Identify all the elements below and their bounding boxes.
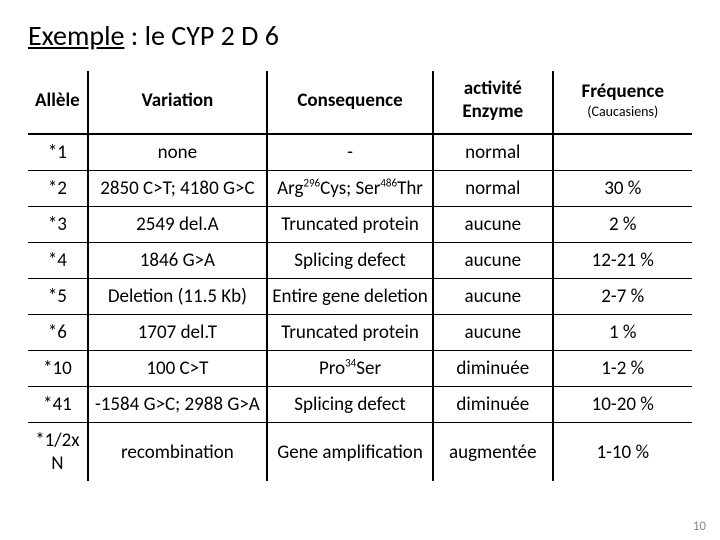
variation-cell: Deletion (11.5 Kb) <box>88 279 267 315</box>
activity-cell: aucune <box>433 243 553 279</box>
slide-title: Exemple : le CYP 2 D 6 <box>28 18 692 53</box>
table-row: *10100 C>TPro34Serdiminuée1-2 % <box>28 351 692 387</box>
activity-cell: normal <box>433 171 553 207</box>
variation-cell: 1707 del.T <box>88 315 267 351</box>
consequence-cell: Splicing defect <box>267 243 433 279</box>
frequency-cell: 1-2 % <box>553 351 692 387</box>
consequence-cell: Pro34Ser <box>267 351 433 387</box>
allele-cell: *1 <box>28 134 88 171</box>
allele-cell: *2 <box>28 171 88 207</box>
page-number: 10 <box>693 519 706 534</box>
activity-cell: aucune <box>433 279 553 315</box>
consequence-cell: Entire gene deletion <box>267 279 433 315</box>
frequency-cell: 10-20 % <box>553 387 692 423</box>
frequency-cell: 1 % <box>553 315 692 351</box>
variation-cell: none <box>88 134 267 171</box>
table-row: *1/2x NrecombinationGene amplificationau… <box>28 423 692 482</box>
variation-cell: 2549 del.A <box>88 207 267 243</box>
header-allele: Allèle <box>28 71 88 134</box>
table-row: *41-1584 G>C; 2988 G>ASplicing defectdim… <box>28 387 692 423</box>
header-variation: Variation <box>88 71 267 134</box>
frequency-cell: 30 % <box>553 171 692 207</box>
consequence-cell: Truncated protein <box>267 315 433 351</box>
allele-cell: *1/2x N <box>28 423 88 482</box>
frequency-cell: 2 % <box>553 207 692 243</box>
consequence-cell: - <box>267 134 433 171</box>
frequency-cell: 12-21 % <box>553 243 692 279</box>
variation-cell: 1846 G>A <box>88 243 267 279</box>
variation-cell: 2850 C>T; 4180 G>C <box>88 171 267 207</box>
frequency-cell: 2-7 % <box>553 279 692 315</box>
activity-cell: normal <box>433 134 553 171</box>
consequence-cell: Gene amplification <box>267 423 433 482</box>
allele-cell: *10 <box>28 351 88 387</box>
frequency-cell <box>553 134 692 171</box>
variation-cell: -1584 G>C; 2988 G>A <box>88 387 267 423</box>
consequence-cell: Splicing defect <box>267 387 433 423</box>
consequence-cell: Arg296Cys; Ser486Thr <box>267 171 433 207</box>
variation-cell: recombination <box>88 423 267 482</box>
cyp2d6-table: Allèle Variation Consequence activité En… <box>28 71 692 481</box>
table-header-row: Allèle Variation Consequence activité En… <box>28 71 692 134</box>
table-row: *5Deletion (11.5 Kb)Entire gene deletion… <box>28 279 692 315</box>
header-consequence: Consequence <box>267 71 433 134</box>
allele-cell: *6 <box>28 315 88 351</box>
table-row: *32549 del.ATruncated proteinaucune2 % <box>28 207 692 243</box>
header-freq-sub: (Caucasiens) <box>558 103 688 120</box>
frequency-cell: 1-10 % <box>553 423 692 482</box>
allele-cell: *41 <box>28 387 88 423</box>
table-row: *41846 G>ASplicing defectaucune12-21 % <box>28 243 692 279</box>
header-freq-main: Fréquence <box>582 80 665 103</box>
consequence-cell: Truncated protein <box>267 207 433 243</box>
activity-cell: aucune <box>433 207 553 243</box>
title-rest: : le CYP 2 D 6 <box>124 18 278 53</box>
table-body: *1none-normal*22850 C>T; 4180 G>CArg296C… <box>28 134 692 481</box>
allele-cell: *5 <box>28 279 88 315</box>
activity-cell: diminuée <box>433 387 553 423</box>
activity-cell: diminuée <box>433 351 553 387</box>
allele-cell: *3 <box>28 207 88 243</box>
table-row: *61707 del.TTruncated proteinaucune1 % <box>28 315 692 351</box>
table-row: *22850 C>T; 4180 G>CArg296Cys; Ser486Thr… <box>28 171 692 207</box>
header-activity: activité Enzyme <box>433 71 553 134</box>
variation-cell: 100 C>T <box>88 351 267 387</box>
table-row: *1none-normal <box>28 134 692 171</box>
activity-cell: aucune <box>433 315 553 351</box>
title-underlined: Exemple <box>28 18 124 53</box>
activity-cell: augmentée <box>433 423 553 482</box>
allele-cell: *4 <box>28 243 88 279</box>
header-frequency: Fréquence (Caucasiens) <box>553 71 692 134</box>
